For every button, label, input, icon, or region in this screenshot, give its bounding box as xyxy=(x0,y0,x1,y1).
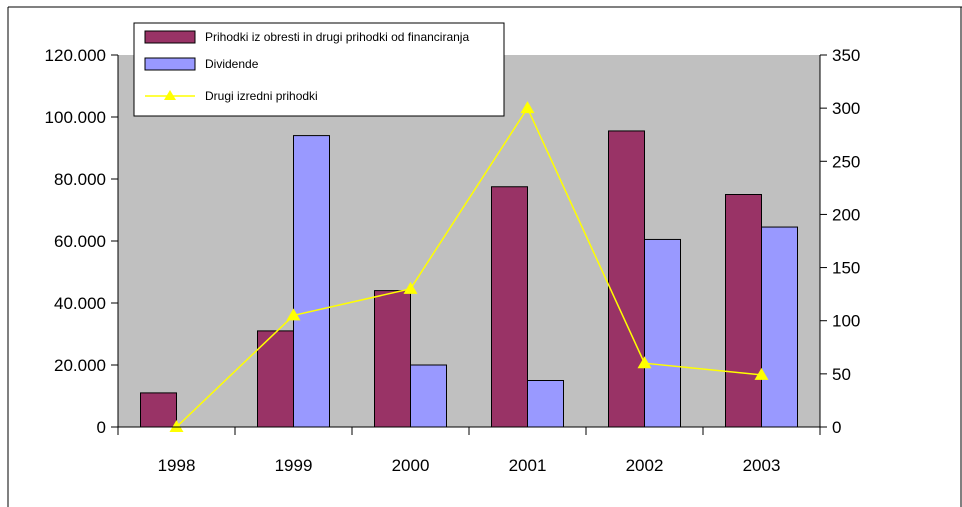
legend-label-series-2: Drugi izredni prihodki xyxy=(205,89,318,103)
legend-swatch-series-1 xyxy=(144,57,196,71)
bar-1-2001 xyxy=(527,380,564,428)
legend-box xyxy=(133,22,505,117)
line-layer xyxy=(169,101,769,432)
y-right-tick-label: 150 xyxy=(832,259,860,278)
y-right-tick-label: 300 xyxy=(832,99,860,118)
bar-0-2002 xyxy=(608,130,645,428)
bars-layer xyxy=(140,130,798,428)
x-tick-label-1998: 1998 xyxy=(158,456,196,475)
x-tick-label-2002: 2002 xyxy=(626,456,664,475)
bar-1-1999 xyxy=(293,135,330,428)
axes-layer: 0 20.000 40.000 60.000 80.000 100.000 120.000 0… xyxy=(45,46,861,475)
x-tick-label-2001: 2001 xyxy=(509,456,547,475)
line-point-2002 xyxy=(637,356,652,369)
y-left-tick-label: 40.000 xyxy=(54,294,106,313)
bar-1-2003 xyxy=(761,226,798,428)
bar-0-2001 xyxy=(491,186,528,428)
y-right-tick-label: 350 xyxy=(832,46,860,65)
y-left-tick-label: 120.000 xyxy=(45,46,106,65)
x-tick-label-2000: 2000 xyxy=(392,456,430,475)
x-tick-label-1999: 1999 xyxy=(275,456,313,475)
y-right-tick-label: 200 xyxy=(832,205,860,224)
line-point-2001 xyxy=(520,101,535,114)
line-point-1998 xyxy=(169,420,184,432)
y-left-tick-label: 60.000 xyxy=(54,232,106,251)
x-tick-label-2003: 2003 xyxy=(743,456,781,475)
legend-label-series-1: Dividende xyxy=(205,57,259,71)
y-left-tick-label: 80.000 xyxy=(54,170,106,189)
legend-swatch-series-0 xyxy=(144,30,196,44)
legend-marker-series-2 xyxy=(164,90,176,100)
bar-0-2000 xyxy=(374,290,411,428)
bar-0-1998 xyxy=(140,392,177,428)
y-left-tick-label: 0 xyxy=(97,418,106,437)
y-right-tick-label: 0 xyxy=(832,418,841,437)
line-point-1999 xyxy=(286,308,301,321)
y-right-tick-label: 50 xyxy=(832,365,851,384)
y-left-tick-label: 100.000 xyxy=(45,108,106,127)
y-left-tick-label: 20.000 xyxy=(54,356,106,375)
bar-1-2000 xyxy=(410,364,447,428)
y-right-tick-label: 100 xyxy=(832,312,860,331)
line-point-2000 xyxy=(403,281,418,294)
line-series-0 xyxy=(175,106,762,428)
legend-label-series-0: Prihodki iz obresti in drugi prihodki od… xyxy=(205,30,469,44)
legend: Prihodki iz obresti in drugi prihodki od… xyxy=(133,22,505,117)
plot-area xyxy=(118,55,820,427)
bar-0-2003 xyxy=(725,194,762,428)
bar-1-2002 xyxy=(644,238,681,428)
line-point-2003 xyxy=(754,367,769,380)
y-right-tick-label: 250 xyxy=(832,152,860,171)
